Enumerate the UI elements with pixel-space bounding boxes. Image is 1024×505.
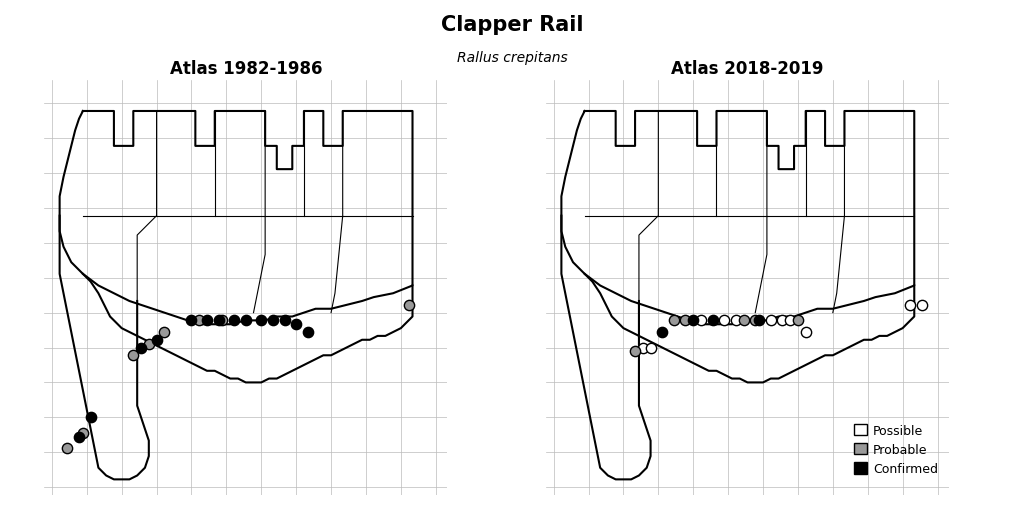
Point xyxy=(716,317,732,325)
Legend: Possible, Probable, Confirmed: Possible, Probable, Confirmed xyxy=(849,419,943,480)
Text: Clapper Rail: Clapper Rail xyxy=(440,15,584,35)
Point xyxy=(265,317,282,325)
Point xyxy=(751,317,767,325)
Point xyxy=(782,317,799,325)
Title: Atlas 1982-1986: Atlas 1982-1986 xyxy=(170,60,322,78)
Point xyxy=(253,317,269,325)
Point xyxy=(238,317,254,325)
Point xyxy=(685,317,701,325)
Point xyxy=(214,317,230,325)
Point xyxy=(627,347,643,356)
Point xyxy=(191,317,208,325)
Point xyxy=(183,317,200,325)
Point xyxy=(763,317,779,325)
Point xyxy=(71,433,87,441)
Point xyxy=(75,429,91,437)
Title: Atlas 2018-2019: Atlas 2018-2019 xyxy=(672,60,823,78)
Point xyxy=(300,328,316,336)
Point xyxy=(693,317,710,325)
Point xyxy=(400,301,417,309)
Point xyxy=(288,321,304,329)
Point xyxy=(156,328,172,336)
Point xyxy=(666,317,682,325)
Point xyxy=(59,444,76,452)
Point xyxy=(642,344,658,352)
Point xyxy=(226,317,243,325)
Point xyxy=(133,344,150,352)
Point xyxy=(635,344,651,352)
Point xyxy=(83,414,99,422)
Point xyxy=(774,317,791,325)
Point xyxy=(148,336,165,344)
Point xyxy=(913,301,930,309)
Point xyxy=(677,317,693,325)
Point xyxy=(654,328,671,336)
Point xyxy=(902,301,919,309)
Point xyxy=(798,328,814,336)
Point xyxy=(728,317,744,325)
Point xyxy=(210,317,226,325)
Point xyxy=(276,317,293,325)
Text: Rallus crepitans: Rallus crepitans xyxy=(457,50,567,65)
Point xyxy=(125,351,141,360)
Point xyxy=(735,317,752,325)
Point xyxy=(790,317,806,325)
Point xyxy=(748,317,764,325)
Point xyxy=(199,317,215,325)
Point xyxy=(705,317,721,325)
Point xyxy=(140,340,157,348)
